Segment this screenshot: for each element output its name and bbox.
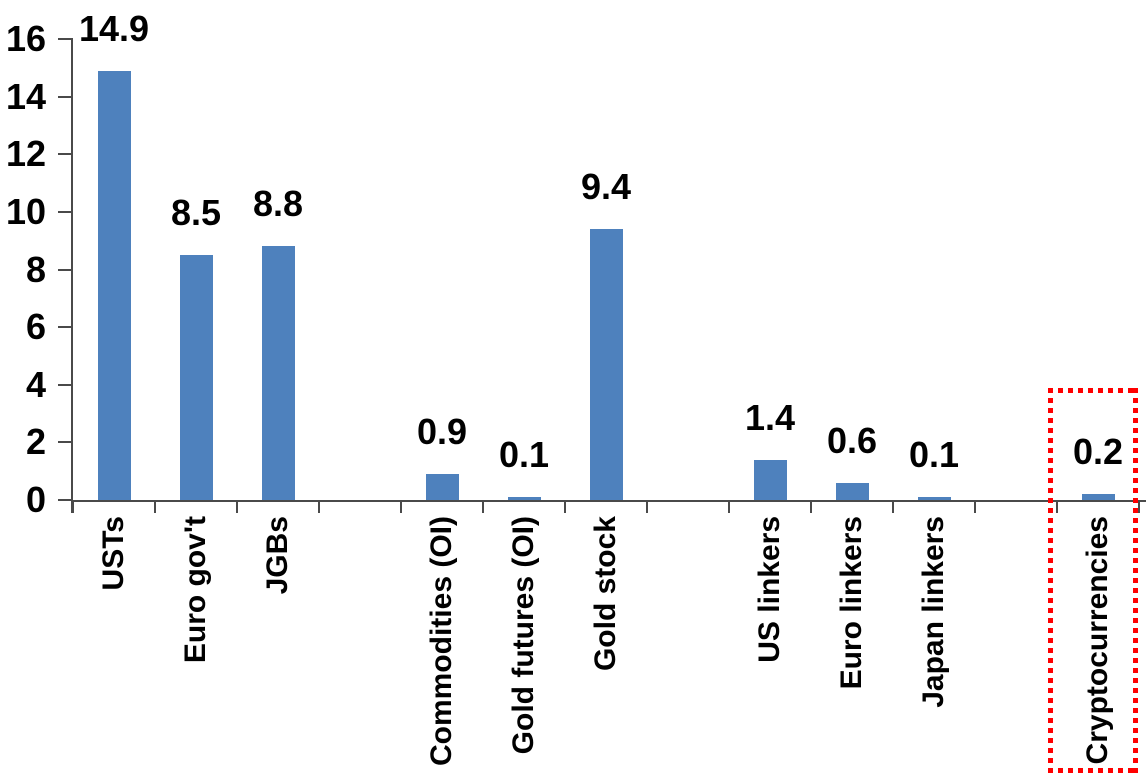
bar-euro-linkers [836,483,869,500]
category-label-euro-gov-t: Euro gov't [179,516,212,664]
highlight-box-left [1048,388,1053,773]
x-axis-line [71,500,1146,502]
y-tick [58,269,71,271]
value-label-jgbs: 8.8 [252,183,304,224]
x-tick [154,500,156,513]
y-tick-label: 12 [5,133,46,174]
category-label-gold-stock: Gold stock [589,516,622,672]
y-tick-label: 0 [25,479,46,520]
highlight-box-right [1133,388,1138,773]
y-tick [58,499,71,501]
y-tick-label: 4 [25,364,46,405]
bar-euro-gov-t [180,255,213,500]
x-tick [646,500,648,513]
x-tick [1056,500,1058,513]
value-label-euro-gov-t: 8.5 [170,192,222,233]
value-label-japan-linkers: 0.1 [908,434,960,475]
x-tick [1138,500,1140,513]
x-tick [236,500,238,513]
y-tick [58,153,71,155]
y-tick-label: 10 [5,191,46,232]
y-tick [58,384,71,386]
y-tick [58,96,71,98]
y-tick [58,441,71,443]
y-tick-label: 8 [25,249,46,290]
bar-commodities-oi [426,474,459,500]
bar-jgbs [262,246,295,500]
x-tick [72,500,74,513]
value-label-us-linkers: 1.4 [744,397,796,438]
y-tick-label: 14 [5,76,46,117]
x-tick [974,500,976,513]
x-tick [892,500,894,513]
x-tick [810,500,812,513]
value-label-euro-linkers: 0.6 [826,420,878,461]
y-tick [58,326,71,328]
value-label-gold-stock: 9.4 [580,166,632,207]
category-label-gold-futures-oi: Gold futures (OI) [507,516,540,755]
category-label-euro-linkers: Euro linkers [835,516,868,690]
value-label-commodities-oi: 0.9 [416,411,468,452]
category-label-jgbs: JGBs [261,516,294,595]
bar-gold-futures-oi [508,497,541,500]
y-tick [58,211,71,213]
bar-us-linkers [754,460,787,500]
highlight-box-bottom [1048,768,1138,773]
value-label-cryptocurrencies: 0.2 [1072,431,1124,472]
y-tick-label: 2 [25,421,46,462]
bar-cryptocurrencies [1082,494,1115,500]
value-label-usts: 14.9 [78,8,150,49]
x-tick [728,500,730,513]
x-tick [318,500,320,513]
bar-usts [98,71,131,500]
bar-japan-linkers [918,497,951,500]
value-label-gold-futures-oi: 0.1 [498,434,550,475]
category-label-japan-linkers: Japan linkers [917,516,950,708]
category-label-us-linkers: US linkers [753,516,786,663]
y-axis-line [71,38,73,513]
y-tick-label: 6 [25,306,46,347]
bar-gold-stock [590,229,623,500]
category-label-cryptocurrencies: Cryptocurrencies [1081,516,1114,765]
category-label-commodities-oi: Commodities (OI) [425,516,458,767]
y-tick-label: 16 [5,18,46,59]
x-tick [564,500,566,513]
highlight-box-top [1048,388,1138,393]
y-tick [58,38,71,40]
category-label-usts: USTs [97,516,130,591]
x-tick [400,500,402,513]
x-tick [482,500,484,513]
